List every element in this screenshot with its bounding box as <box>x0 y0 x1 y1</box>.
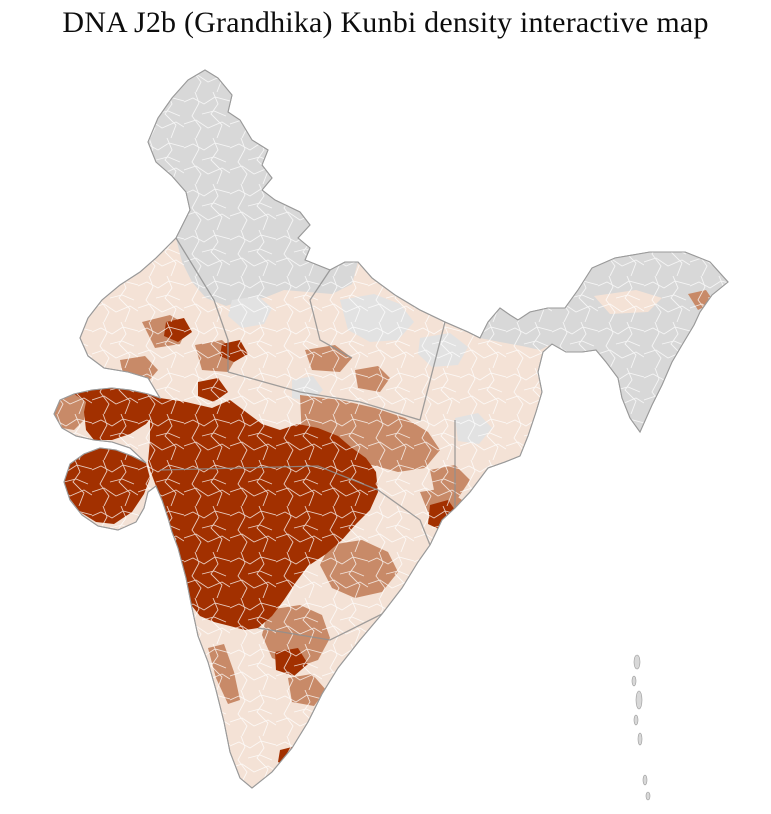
state-borders <box>159 237 456 641</box>
district-boundaries-overlay <box>54 70 728 788</box>
andaman-nicobar-islands[interactable] <box>631 654 651 801</box>
page-title: DNA J2b (Grandhika) Kunbi density intera… <box>62 6 709 39</box>
